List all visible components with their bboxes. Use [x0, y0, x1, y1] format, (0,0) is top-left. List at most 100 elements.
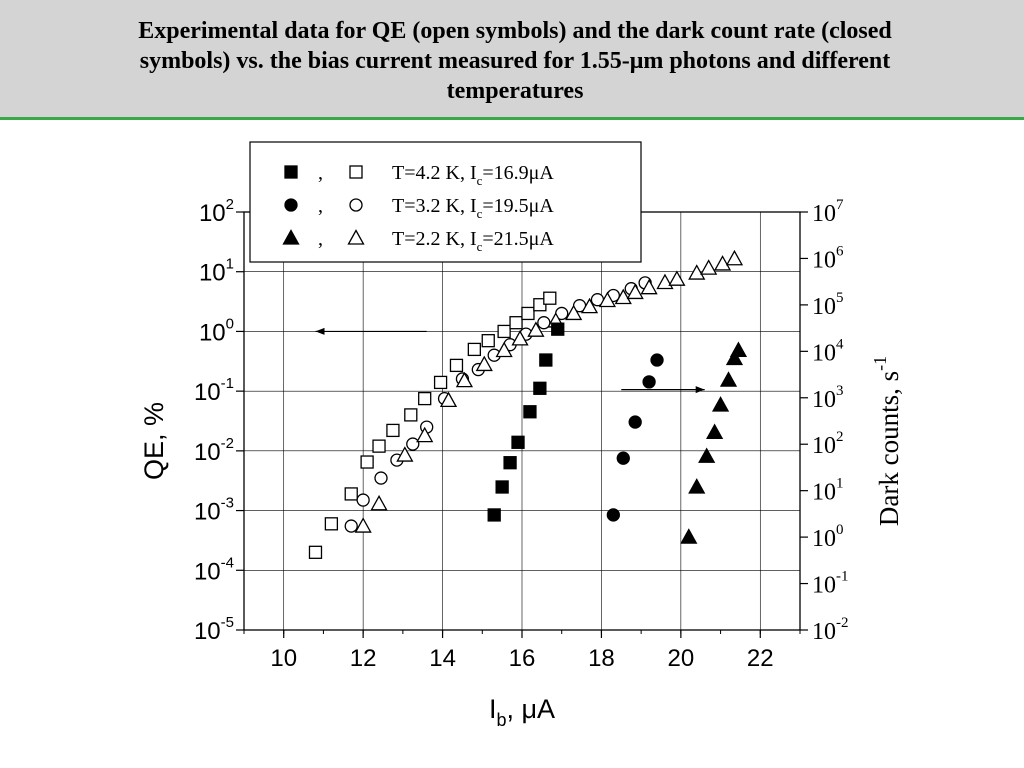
data-point-triangle-filled: [698, 447, 716, 463]
data-point-triangle-open: [713, 255, 732, 271]
data-point-circle-open: [344, 519, 358, 533]
x-tick-label: 20: [668, 645, 695, 672]
series-triangle-filled: [680, 341, 748, 544]
x-tick-label: 14: [429, 645, 456, 672]
data-point-circle-filled: [606, 508, 620, 522]
data-point-triangle-filled: [725, 349, 744, 366]
series-circle-open: [344, 276, 652, 533]
y-right-tick-label: 10-2: [812, 615, 849, 645]
data-point-triangle-open: [565, 304, 583, 321]
series-circle-filled: [606, 353, 664, 522]
data-point-square-open: [418, 391, 432, 406]
legend-marker-filled: [282, 229, 300, 245]
legend-marker-open: [349, 165, 363, 179]
data-point-triangle-open: [495, 341, 513, 358]
data-point-triangle-open: [396, 446, 414, 462]
data-point-square-open: [360, 455, 374, 469]
data-point-circle-open: [356, 493, 370, 507]
data-point-triangle-open: [598, 291, 616, 308]
y-right-tick-label: 101: [812, 476, 844, 506]
legend-entry: , T=3.2 K, Ic=19.5μA: [284, 195, 554, 221]
data-point-square-open: [521, 306, 535, 321]
series-triangle-open: [354, 249, 744, 533]
ticks: 10 12 14 16 18 20 22 102 101 100 10-1 10-2 10-3 10-4 1…: [194, 196, 849, 672]
y-left-tick-label: 10-5: [194, 614, 234, 645]
legend-entry: , T=4.2 K, Ic=16.9μA: [284, 162, 554, 188]
data-point-square-open: [543, 291, 557, 305]
y-right-tick-label: 105: [812, 290, 844, 320]
data-point-triangle-open: [455, 371, 474, 388]
data-point-triangle-open: [527, 321, 545, 337]
legend-marker-filled: [284, 165, 298, 179]
data-point-triangle-open: [688, 264, 706, 280]
data-point-circle-open: [374, 471, 388, 485]
y-left-tick-label: 101: [199, 256, 234, 287]
data-point-square-open: [308, 545, 323, 559]
slide-header: Experimental data for QE (open symbols) …: [0, 0, 1024, 120]
legend-label: T=3.2 K, Ic=19.5μA: [392, 195, 554, 221]
data-point-triangle-open: [511, 330, 529, 346]
y-left-tick-label: 10-1: [194, 375, 234, 406]
y-right-tick-label: 106: [812, 243, 844, 273]
data-marks: [308, 249, 748, 559]
y-left-tick-label: 10-2: [194, 435, 234, 466]
data-point-triangle-open: [700, 259, 718, 275]
y-right-tick-label: 10-1: [812, 569, 849, 599]
data-point-square-open: [481, 334, 495, 348]
y-right-tick-label: 107: [812, 197, 844, 227]
x-tick-label: 22: [747, 645, 774, 672]
data-point-square-open: [433, 375, 448, 390]
data-point-square-open: [497, 324, 511, 339]
data-point-triangle-open: [370, 494, 388, 511]
axis-arrow-left: [315, 327, 427, 335]
data-point-square-open: [386, 423, 400, 438]
chart: 10 12 14 16 18 20 22 102 101 100 10-1 10-2 10-3 10-4 1…: [139, 141, 904, 730]
data-point-triangle-filled: [729, 341, 748, 357]
legend-separator: ,: [318, 195, 323, 217]
data-point-triangle-filled: [719, 371, 738, 387]
data-point-circle-filled: [616, 451, 630, 465]
data-point-square-filled: [503, 456, 517, 470]
y-right-tick-label: 104: [812, 336, 844, 366]
data-point-triangle-open: [640, 278, 658, 295]
legend-marker-filled: [284, 198, 298, 212]
data-point-circle-open: [406, 437, 420, 451]
y-left-axis-label: QE, %: [139, 402, 169, 480]
data-point-circle-filled: [650, 353, 664, 367]
legend-separator: ,: [318, 162, 323, 184]
data-point-triangle-filled: [706, 423, 724, 440]
data-point-triangle-filled: [688, 478, 706, 494]
data-point-triangle-open: [614, 288, 632, 305]
y-left-tick-label: 100: [199, 315, 234, 346]
y-right-tick-label: 100: [812, 522, 844, 552]
data-point-triangle-open: [725, 249, 744, 266]
x-axis-label: Ib, μA: [489, 694, 555, 730]
data-point-circle-filled: [628, 415, 642, 429]
legend-entry: , T=2.2 K, Ic=21.5μA: [282, 228, 554, 254]
data-point-square-open: [449, 358, 464, 373]
x-tick-label: 16: [509, 645, 536, 672]
data-point-triangle-open: [668, 270, 686, 286]
x-tick-label: 12: [350, 645, 377, 672]
data-point-triangle-filled: [680, 528, 698, 544]
legend-marker-open: [347, 229, 365, 245]
data-point-circle-filled: [642, 375, 656, 389]
data-point-triangle-filled: [711, 396, 730, 412]
data-point-square-open: [324, 517, 339, 531]
data-point-square-open: [344, 487, 358, 501]
data-point-triangle-open: [656, 273, 674, 290]
data-point-square-open: [509, 316, 523, 330]
data-point-square-filled: [539, 353, 553, 367]
data-point-square-open: [404, 408, 418, 422]
series-square-open: [308, 291, 557, 559]
data-point-triangle-open: [580, 297, 599, 314]
data-point-circle-open: [537, 316, 551, 330]
legend: , T=4.2 K, Ic=16.9μA, T=3.2 K, Ic=19.5μA , T…: [249, 141, 642, 263]
data-point-square-open: [372, 439, 386, 453]
legend-marker-open: [349, 198, 363, 212]
x-tick-label: 10: [270, 645, 297, 672]
data-point-triangle-open: [475, 355, 493, 372]
y-left-tick-label: 10-4: [194, 554, 234, 585]
data-point-triangle-open: [439, 391, 458, 408]
series-square-filled: [487, 322, 565, 522]
